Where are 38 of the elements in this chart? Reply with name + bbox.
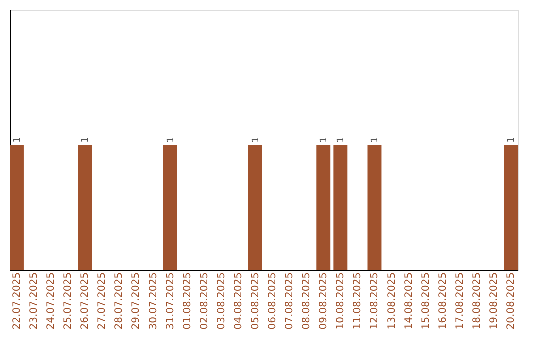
x-tick-label: 28.07.2025 [114,272,126,330]
x-tick-label: 30.07.2025 [148,272,160,330]
data-label: 1 [370,137,381,143]
data-label: 1 [251,137,262,143]
x-tick-label: 27.07.2025 [97,272,108,330]
x-tick-label: 17.08.2025 [454,272,466,330]
x-tick-label: 20.08.2025 [506,272,518,330]
x-tick-label: 03.08.2025 [216,272,228,330]
x-tick-label: 26.07.2025 [80,272,92,330]
data-label: 1 [507,137,518,143]
x-tick-label: 01.08.2025 [182,272,194,330]
x-tick-label: 23.07.2025 [29,272,40,330]
x-tick-label: 29.07.2025 [131,272,142,330]
x-tick-label: 04.08.2025 [233,272,244,330]
x-tick-label: 11.08.2025 [352,272,364,330]
x-tick-label: 05.08.2025 [250,272,262,330]
x-tick-label: 14.08.2025 [404,272,415,330]
x-tick-label: 10.08.2025 [336,272,347,330]
x-tick-label: 18.08.2025 [472,272,483,330]
data-label: 1 [81,137,92,143]
x-tick-label: 09.08.2025 [318,272,330,330]
x-tick-label: 02.08.2025 [199,272,210,330]
x-tick-label: 19.08.2025 [488,272,500,330]
x-tick-label: 24.07.2025 [46,272,58,330]
x-tick-label: 08.08.2025 [302,272,313,330]
data-label: 1 [336,137,347,143]
x-tick-label: 13.08.2025 [386,272,398,330]
x-tick-label: 15.08.2025 [420,272,432,330]
x-tick-label: 06.08.2025 [268,272,279,330]
x-tick-label: 25.07.2025 [63,272,74,330]
data-label: 1 [12,137,23,143]
data-label: 1 [166,137,176,143]
x-tick-label: 31.07.2025 [165,272,176,330]
x-tick-label: 07.08.2025 [284,272,296,330]
x-tick-label: 12.08.2025 [370,272,381,330]
x-tick-label: 16.08.2025 [438,272,449,330]
data-label: 1 [320,137,330,143]
x-tick-label: 22.07.2025 [12,272,23,330]
